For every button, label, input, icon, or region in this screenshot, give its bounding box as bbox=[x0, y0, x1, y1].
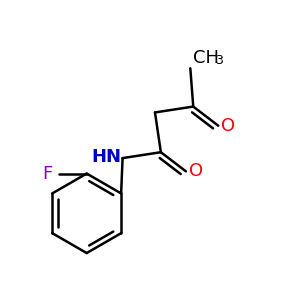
Text: CH: CH bbox=[193, 49, 219, 67]
Text: F: F bbox=[43, 165, 53, 183]
Text: HN: HN bbox=[91, 148, 121, 166]
Text: O: O bbox=[221, 117, 236, 135]
Text: O: O bbox=[189, 162, 203, 180]
Text: 3: 3 bbox=[215, 54, 223, 67]
